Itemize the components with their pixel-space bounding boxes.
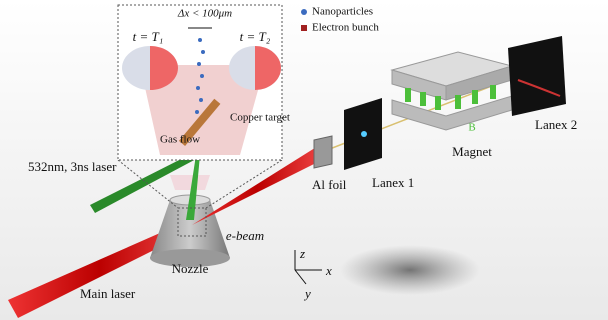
lanex1-spot bbox=[361, 131, 367, 137]
green-laser-label: 532nm, 3ns laser bbox=[28, 159, 117, 174]
time-left: t = T₁ bbox=[133, 29, 164, 44]
copper-target-label: Copper target bbox=[230, 112, 290, 124]
al-foil bbox=[314, 136, 332, 168]
axis-x: x bbox=[325, 263, 332, 278]
page: Δx < 100μm t = T₁ t = T₂ Copper target G… bbox=[0, 0, 608, 320]
legend-square bbox=[301, 25, 307, 31]
field-label: B bbox=[468, 122, 475, 134]
lanex2-label: Lanex 2 bbox=[535, 117, 577, 132]
legend-dot bbox=[301, 9, 307, 15]
diagram: Δx < 100μm t = T₁ t = T₂ Copper target G… bbox=[0, 0, 608, 320]
legend-nanoparticles: Nanoparticles bbox=[312, 6, 373, 18]
legend-electron-bunch: Electron bunch bbox=[312, 22, 379, 34]
lanex2 bbox=[508, 36, 566, 116]
lanex1-label: Lanex 1 bbox=[372, 175, 414, 190]
axis-y: y bbox=[303, 286, 311, 301]
magnet-label: Magnet bbox=[452, 144, 492, 159]
axis-z: z bbox=[299, 246, 305, 261]
shadow bbox=[340, 245, 480, 295]
nozzle-label: Nozzle bbox=[172, 261, 209, 276]
time-right: t = T₂ bbox=[240, 29, 271, 44]
gas-cone bbox=[170, 175, 210, 190]
al-foil-label: Al foil bbox=[312, 177, 347, 192]
delta-x: Δx < 100μm bbox=[177, 8, 232, 20]
gas-flow-label: Gas flow bbox=[160, 134, 200, 146]
e-beam-label: e-beam bbox=[226, 228, 264, 243]
main-laser-label: Main laser bbox=[80, 286, 136, 301]
